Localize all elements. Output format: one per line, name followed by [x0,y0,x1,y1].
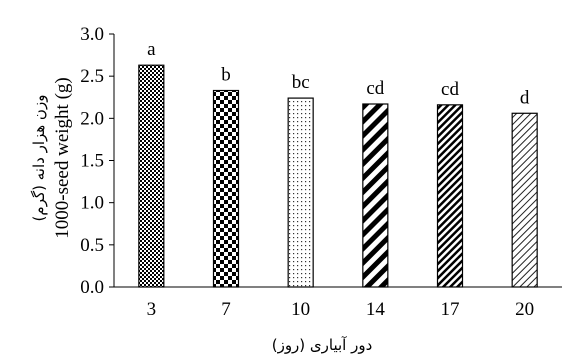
data-label: b [221,65,231,86]
bar [436,104,464,288]
bar [138,64,165,288]
data-label: a [147,39,156,60]
bar [287,97,314,288]
data-label: cd [441,79,459,100]
bar [212,89,240,288]
y-tick-label: 0.5 [80,235,104,256]
data-label: d [520,87,530,108]
y-tick-label: 0.0 [80,277,104,298]
y-tick-label: 2.0 [80,108,104,129]
x-axis-title: دور آبیاری (روز) [272,336,373,354]
x-tick-label: 20 [515,299,534,320]
x-tick-label: 3 [147,299,157,320]
data-label: bc [292,72,310,93]
plot-area: 0.0 0.5 1.0 1.5 2.0 2.5 3.0 a 3 b 7 bc 10 cd 14 cd 17 d 20 [80,24,562,320]
x-tick-label: 14 [366,299,386,320]
y-axis-title-fa: وزن هزار دانه (گرم) [30,95,48,222]
x-tick-label: 7 [221,299,231,320]
bar [511,112,538,288]
x-tick-label: 10 [291,299,310,320]
data-label: cd [366,78,384,99]
x-tick-label: 17 [441,299,460,320]
y-tick-label: 1.0 [80,193,104,214]
y-axis-title-en: 1000-seed weight (g) [52,77,73,238]
y-tick-label: 1.5 [80,151,104,172]
y-tick-label: 3.0 [80,24,104,45]
y-tick-label: 2.5 [80,66,104,87]
bar [362,103,389,288]
